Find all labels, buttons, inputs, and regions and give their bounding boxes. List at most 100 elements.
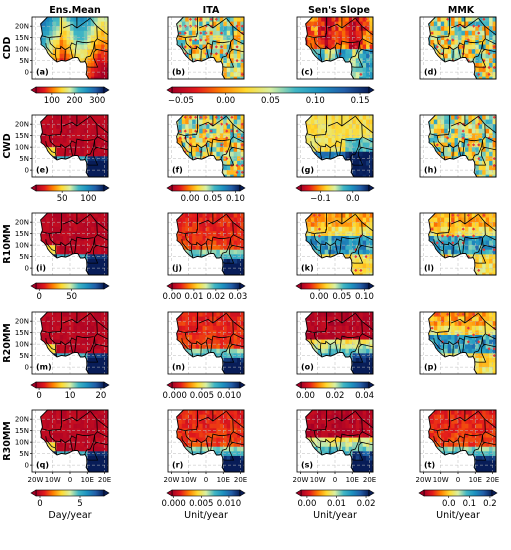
map-panel-t: (t) 20W 10W 0 10E 20E (416, 409, 499, 484)
row-label-r10mm: R10MM (2, 224, 13, 263)
colorbar-tick-label: 0.2 (483, 499, 497, 509)
panel-frame (419, 16, 497, 80)
significance-markers (430, 213, 496, 273)
significance-marker (194, 115, 198, 119)
significance-marker (312, 213, 316, 217)
x-tick-label: 10E (217, 476, 230, 484)
significance-marker (240, 24, 244, 28)
significance-marker (446, 17, 450, 21)
colorbar-tick-label: 0.10 (306, 96, 325, 106)
significance-marker (451, 38, 455, 42)
colorbar-tick-label: 0.010 (217, 499, 241, 509)
colorbar-unit-label: Day/year (48, 510, 91, 521)
significance-marker (477, 157, 481, 161)
column-title-sens-slope: Sen's Slope (308, 5, 370, 16)
panel-label: (d) (424, 68, 437, 77)
panel-frame (296, 311, 374, 375)
map-panel-s: (s) 20W 10W 0 10E 20E (293, 409, 376, 484)
significance-marker (354, 248, 358, 252)
country-borders (428, 213, 496, 264)
x-tick-label: 10W (181, 476, 197, 484)
panel-frame (296, 114, 374, 178)
significance-marker (492, 347, 496, 351)
map-panel-b: (b) (167, 16, 245, 80)
country-borders (176, 312, 244, 363)
significance-marker (471, 312, 476, 316)
map-panel-c: (c) (296, 16, 374, 80)
significance-marker (492, 248, 496, 252)
significance-marker (199, 115, 203, 119)
significance-marker (435, 241, 439, 245)
significance-marker (477, 31, 481, 35)
significance-marker (183, 45, 187, 49)
significance-marker (435, 312, 439, 316)
significance-marker (178, 31, 182, 35)
significance-marker (219, 31, 224, 35)
significance-marker (323, 45, 327, 49)
country-borders (176, 410, 244, 461)
panel-label: (t) (424, 461, 435, 470)
significance-marker (225, 157, 229, 161)
significance-marker (364, 17, 368, 21)
colorbar-tick-label: 0.02 (206, 292, 225, 302)
colorbar-tick-label: 200 (66, 96, 82, 106)
significance-marker (235, 129, 239, 133)
significance-marker (430, 227, 434, 231)
colorbar-tick-label: 20 (95, 391, 106, 401)
significance-marker (492, 326, 496, 330)
colorbar-tick-label: 10 (65, 391, 76, 401)
colorbar-tick-label: 0 (37, 292, 42, 302)
y-tick-label: 15N (15, 427, 29, 435)
x-tick-label: 20E (234, 476, 247, 484)
significance-marker (461, 312, 465, 316)
significance-marker (359, 268, 363, 273)
significance-marker (240, 122, 244, 126)
significance-marker (214, 115, 218, 119)
y-tick-label: 15N (15, 34, 29, 42)
row-label-cwd: CWD (2, 133, 13, 158)
significance-marker (461, 234, 465, 238)
y-tick-label: 0 (25, 462, 29, 470)
colorbar-tick-label: 0.00 (296, 391, 315, 401)
significance-marker (471, 24, 476, 28)
significance-marker (354, 255, 358, 259)
significance-marker (430, 326, 434, 330)
panel-frame (419, 114, 497, 178)
significance-marker (482, 248, 486, 252)
colorbar-tick-label: 0.10 (355, 292, 374, 302)
country-borders (428, 312, 496, 363)
colorbar-tick-label: 0.15 (351, 96, 370, 106)
row-label-r20mm: R20MM (2, 323, 13, 362)
country-borders (176, 115, 244, 166)
colorbar-tick-label: 0.00 (297, 499, 316, 509)
panel-frame (296, 212, 374, 276)
significance-marker (492, 115, 496, 119)
x-tick-label: 0 (68, 476, 72, 484)
significance-marker (199, 31, 203, 35)
significance-marker (477, 72, 481, 77)
map-panel-p: (p) (419, 311, 497, 375)
colorbar-tick-label: 300 (89, 96, 105, 106)
significance-marker (482, 59, 486, 63)
significance-marker (240, 143, 244, 147)
y-tick-label: 0 (25, 167, 29, 175)
significance-marker (240, 163, 244, 168)
significance-marker (477, 143, 481, 147)
significance-marker (430, 31, 434, 35)
y-tick-label: 10N (15, 46, 29, 54)
panel-label: (j) (172, 264, 182, 273)
panel-label: (b) (172, 68, 185, 77)
colorbar-tick-label: 0.01 (327, 499, 346, 509)
panel-label: (g) (301, 166, 314, 175)
colorbar-tick-label: 0 (36, 391, 41, 401)
significance-marker (235, 170, 239, 175)
significance-marker (240, 157, 244, 161)
significance-marker (235, 163, 239, 168)
significance-marker (466, 38, 470, 42)
colorbar-tick-label: 0.005 (189, 499, 213, 509)
significance-marker (451, 234, 455, 238)
colorbar-cdd-0: 100 200 300 (30, 86, 110, 106)
y-tick-label: 15N (15, 132, 29, 140)
significance-marker (188, 38, 193, 42)
significance-marker (359, 72, 363, 77)
